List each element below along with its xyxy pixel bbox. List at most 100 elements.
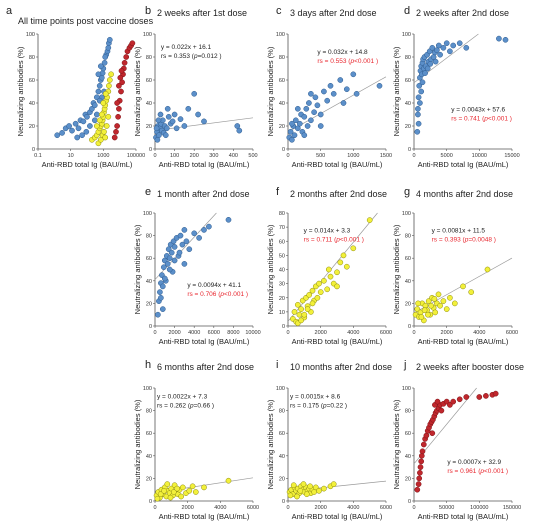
- data-point: [113, 128, 119, 135]
- y-tick-label: 20: [146, 124, 152, 130]
- data-point: [334, 269, 340, 276]
- x-tick-label: 10: [68, 153, 74, 159]
- data-point: [114, 123, 120, 129]
- data-point: [111, 134, 118, 141]
- data-point: [170, 489, 177, 495]
- spearman-stat: rs = 0.961 (p<0.001 ): [447, 468, 508, 475]
- x-tick-label: 500: [248, 153, 257, 159]
- y-tick-label: 0: [149, 499, 152, 505]
- y-axis-label: Neutralizing antibodies (%): [266, 399, 275, 489]
- panel-title: All time points post vaccine doses: [18, 16, 154, 26]
- data-point: [201, 118, 207, 125]
- data-point: [91, 117, 98, 124]
- panel-letter: e: [145, 186, 151, 198]
- data-point: [376, 82, 383, 89]
- panel-title: 4 months after 2nd dose: [416, 189, 513, 199]
- x-axis-label: Anti-RBD total Ig (BAU/mL): [418, 337, 509, 346]
- panel-letter: h: [145, 359, 151, 371]
- data-point: [186, 487, 193, 494]
- data-point: [421, 307, 428, 314]
- stat-prefix: rs = 0.353 (: [161, 53, 195, 60]
- data-point: [424, 65, 431, 72]
- stat-p: p: [193, 53, 198, 60]
- data-point: [102, 54, 109, 60]
- data-point: [300, 481, 307, 487]
- x-tick-label: 2000: [182, 505, 194, 511]
- data-point: [415, 120, 422, 127]
- y-tick-label: 0: [149, 324, 152, 330]
- data-point: [117, 74, 124, 81]
- data-point: [425, 311, 431, 318]
- y-tick-label: 100: [402, 32, 411, 38]
- data-point: [177, 232, 184, 239]
- panel-letter: f: [276, 186, 280, 198]
- spearman-stat: rs = 0.711 (p<0.001 ): [304, 237, 364, 244]
- data-point: [327, 82, 334, 89]
- stat-p: p: [335, 237, 340, 244]
- y-tick-label: 80: [405, 234, 411, 240]
- panel-title: 10 months after 2nd dose: [290, 362, 392, 372]
- data-point: [337, 77, 344, 83]
- regression-equation: y = 0.0081x + 11.5: [432, 228, 486, 235]
- x-tick-label: 15000: [504, 153, 519, 159]
- panel-title: 6 months after 2nd dose: [157, 362, 254, 372]
- y-tick-label: 0: [149, 147, 152, 153]
- y-tick-label: 20: [279, 296, 285, 302]
- data-point: [443, 306, 450, 312]
- y-tick-label: 60: [279, 431, 285, 437]
- data-point: [83, 128, 90, 135]
- data-point: [185, 105, 192, 112]
- y-tick-label: 80: [146, 409, 152, 415]
- data-point: [164, 481, 171, 487]
- data-point: [415, 300, 421, 307]
- data-point: [502, 36, 509, 43]
- data-point: [118, 88, 124, 95]
- data-point: [314, 102, 321, 109]
- data-point: [440, 298, 447, 304]
- y-tick-label: 30: [279, 282, 285, 288]
- x-axis-label: Anti-RBD total Ig (BAU/mL): [159, 512, 250, 521]
- panel-letter: g: [404, 186, 410, 198]
- y-tick-label: 100: [26, 32, 35, 38]
- x-tick-label: 4000: [188, 330, 200, 336]
- data-point: [186, 246, 193, 253]
- data-point: [414, 128, 421, 135]
- regression-equation: y = 0.022x + 16.1: [161, 44, 212, 51]
- stat-suffix: <0.001 ): [484, 468, 508, 475]
- y-tick-label: 20: [279, 476, 285, 482]
- data-point: [321, 88, 327, 95]
- data-point: [304, 123, 311, 129]
- data-point: [129, 40, 136, 47]
- data-point: [456, 40, 463, 47]
- x-tick-label: 0: [286, 330, 289, 336]
- y-axis-label: Neutralizing antibodies (%): [133, 224, 142, 314]
- data-point: [330, 481, 337, 487]
- data-point: [167, 494, 174, 501]
- data-point: [294, 301, 301, 308]
- x-tick-label: 1000: [97, 153, 109, 159]
- stat-p: p: [479, 468, 484, 475]
- stat-prefix: rs = 0.961 (: [447, 468, 481, 475]
- x-tick-label: 0: [153, 505, 156, 511]
- y-tick-label: 60: [29, 78, 35, 84]
- data-point: [118, 67, 125, 74]
- data-point: [308, 90, 314, 97]
- stat-p: p: [189, 403, 194, 410]
- panel-a: a All time points post vaccine doses 0 20 40…: [6, 5, 154, 169]
- data-point: [456, 396, 463, 403]
- stat-prefix: rs = 0.175 (: [290, 403, 324, 410]
- data-point: [101, 59, 108, 66]
- data-point: [447, 48, 453, 55]
- data-point: [80, 118, 87, 125]
- y-tick-label: 80: [29, 55, 35, 61]
- data-point: [414, 486, 421, 493]
- y-tick-label: 100: [402, 211, 411, 217]
- y-axis-label: Neutralizing antibodies (%): [266, 224, 275, 314]
- spearman-stat: rs = 0.393 (p=0.0048 ): [432, 237, 496, 244]
- data-point: [160, 264, 167, 271]
- data-point: [195, 111, 201, 118]
- x-tick-label: 0: [412, 505, 415, 511]
- panel-letter: a: [6, 5, 13, 17]
- data-point: [312, 94, 319, 101]
- x-tick-label: 200: [190, 153, 199, 159]
